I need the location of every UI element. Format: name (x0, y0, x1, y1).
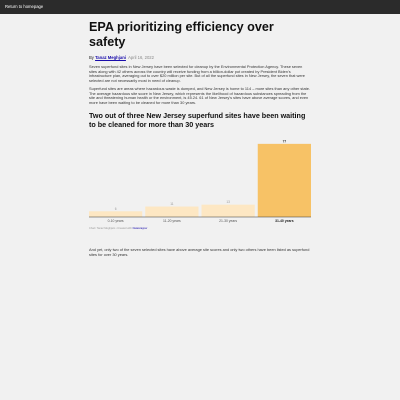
datawrapper-link[interactable]: Datawrapper (132, 227, 148, 231)
author-link[interactable]: Tanaz Meghjani (95, 55, 126, 60)
bar-value-label: 11 (170, 202, 174, 206)
publish-date: April 16, 2022 (128, 55, 154, 60)
article: EPA prioritizing efficiency over safety … (89, 20, 311, 257)
chart-heading: Two out of three New Jersey superfund si… (89, 111, 306, 130)
top-nav-bar: Return to homepage (0, 0, 400, 14)
bar-chart-svg: 6 0-10 years 11 11-20 years 13 21-30 years 77 3… (89, 140, 311, 223)
bar-chart: 6 0-10 years 11 11-20 years 13 21-30 years 77 3… (89, 133, 311, 225)
bar-31-40-years (257, 144, 311, 218)
bar-value-label: 77 (283, 140, 287, 144)
bar-11-20-years (145, 206, 199, 218)
bar-0-10-years (89, 211, 143, 218)
x-tick-label: 11-20 years (163, 219, 181, 223)
chart-credit-prefix: Chart: Tanaz Meghjani • Created with (89, 227, 132, 231)
article-paragraph-1: Seven superfund sites in New Jersey have… (89, 64, 305, 83)
bar-21-30-years (201, 205, 255, 218)
byline: By Tanaz Meghjani April 16, 2022 (89, 55, 311, 61)
x-tick-label: 31-40 years (275, 219, 294, 223)
return-to-homepage-link[interactable]: Return to homepage (5, 4, 44, 9)
article-closing-paragraph: And yet, only two of the seven selected … (89, 247, 310, 257)
bar-value-label: 6 (115, 207, 117, 211)
article-title: EPA prioritizing efficiency over safety (89, 20, 274, 49)
chart-credit: Chart: Tanaz Meghjani • Created with Dat… (89, 227, 311, 230)
bar-value-label: 13 (226, 201, 230, 205)
x-tick-label: 0-10 years (108, 219, 124, 223)
x-tick-label: 21-30 years (219, 219, 237, 223)
byline-prefix: By (89, 55, 94, 60)
article-paragraph-2: Superfund sites are areas where hazardou… (89, 86, 310, 105)
